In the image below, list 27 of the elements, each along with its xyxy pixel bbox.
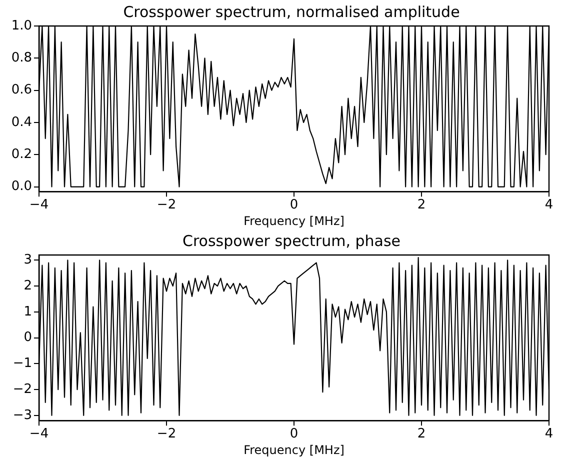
x-tick-label: 4 — [544, 197, 554, 212]
chart-title: Crosspower spectrum, phase — [182, 232, 401, 250]
x-tick-label: 4 — [544, 426, 554, 442]
x-axis-title: Frequency [MHz] — [244, 214, 344, 228]
x-tick-label: 2 — [417, 426, 426, 442]
y-tick-label: 0.8 — [11, 50, 32, 66]
x-tick-label: −4 — [29, 197, 49, 212]
x-axis-title: Frequency [MHz] — [244, 442, 344, 457]
y-tick-label: 1 — [24, 304, 32, 320]
y-tick-label: −3 — [12, 408, 32, 423]
y-tick-label: −1 — [12, 356, 32, 372]
y-tick-label: −2 — [12, 382, 32, 397]
y-tick-label: 2 — [24, 278, 32, 294]
x-tick-label: −4 — [29, 426, 49, 442]
y-tick-label: 0.0 — [11, 179, 32, 194]
x-tick-label: −2 — [156, 197, 176, 212]
x-tick-label: −2 — [156, 426, 176, 442]
y-tick-label: 0 — [24, 330, 32, 346]
y-tick-label: 3 — [24, 252, 32, 268]
y-tick-label: 1.0 — [11, 18, 32, 34]
y-tick-label: 0.2 — [11, 146, 32, 162]
x-tick-label: 2 — [417, 197, 426, 212]
x-tick-label: 0 — [290, 426, 298, 442]
y-tick-label: 0.4 — [11, 114, 32, 130]
x-tick-label: 0 — [290, 197, 298, 212]
y-tick-label: 0.6 — [11, 82, 32, 98]
chart-title: Crosspower spectrum, normalised amplitude — [123, 2, 460, 21]
